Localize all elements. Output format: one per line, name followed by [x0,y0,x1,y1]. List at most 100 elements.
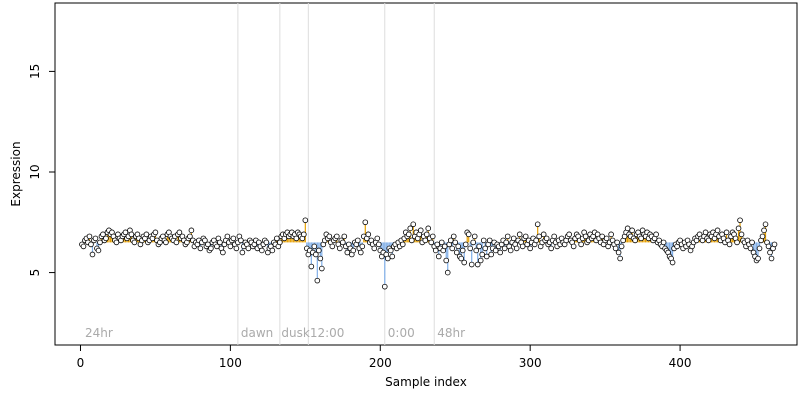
point [459,247,466,254]
point [233,245,240,252]
point [417,227,424,234]
plot-frame [54,2,798,346]
point [570,243,577,250]
point [513,245,520,252]
point [614,239,620,246]
point [301,231,307,238]
point [660,239,667,246]
point [89,251,96,258]
point [344,249,351,256]
point [113,239,120,246]
point [405,231,412,238]
point [737,217,743,224]
point [152,229,159,236]
annotation: 12:00 [310,326,345,340]
point [187,233,193,240]
point [389,253,396,260]
point [473,247,480,254]
point [527,245,533,252]
point [450,233,457,240]
point [274,235,280,242]
point [471,233,478,240]
point [501,245,508,252]
point [462,241,469,248]
point [176,229,183,236]
point [482,245,489,252]
point [771,241,778,248]
point [536,233,542,240]
point [578,241,584,248]
point [238,237,244,244]
point [354,237,361,244]
point [540,231,547,238]
point [88,241,94,248]
point [548,245,554,252]
point [726,241,733,248]
point [470,239,477,246]
point [615,249,622,256]
point [468,261,475,268]
point [519,243,526,250]
point [202,237,208,244]
point [143,231,150,238]
point [507,247,514,254]
point [423,231,430,238]
point [131,239,138,246]
point [765,243,772,250]
point [461,259,468,266]
point [399,241,406,248]
point [486,237,493,244]
point [95,247,102,254]
point [488,251,495,258]
point [465,231,472,238]
point [714,227,721,234]
point [337,245,343,252]
point [599,233,605,240]
point [371,245,378,252]
point [334,233,340,240]
point [429,233,436,240]
point [738,231,745,238]
point [497,249,504,256]
point [467,245,474,252]
point [617,255,623,262]
point [612,245,619,252]
point [479,251,486,258]
annotation: 24hr [85,326,113,340]
point [533,237,539,244]
point [293,235,300,242]
point [245,245,252,252]
point [313,251,319,258]
point [97,239,103,246]
point [410,221,417,228]
point [441,243,448,250]
point [302,217,309,224]
point [326,233,333,240]
point [220,249,226,256]
point [669,259,676,266]
point [122,229,129,236]
point [208,245,214,252]
point [314,277,321,284]
point [422,237,429,244]
point [504,233,511,240]
point [447,237,454,244]
point [762,221,769,228]
point [543,235,550,242]
point [438,239,445,246]
point [217,239,223,246]
point [214,243,220,250]
point [381,283,388,290]
point [434,241,441,248]
x-tick-label: 200 [369,356,392,370]
point [629,227,635,234]
point [425,225,432,232]
point [86,233,93,240]
point [128,231,135,238]
point [277,239,283,246]
point [452,239,459,246]
point [319,265,325,272]
point [477,257,484,264]
point [756,245,763,252]
point [375,241,382,248]
